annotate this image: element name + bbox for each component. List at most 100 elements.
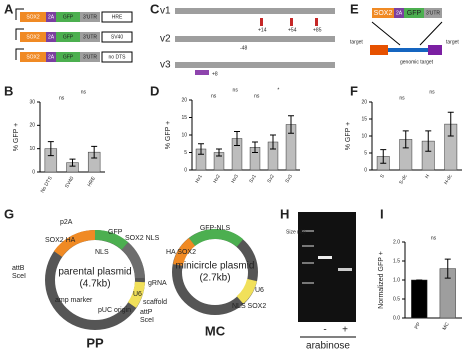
y-tick-label: 0.5 (393, 296, 400, 302)
part-label: GFP (63, 54, 74, 60)
plasmid-size: (4.7kb) (79, 279, 110, 290)
segment (236, 278, 257, 304)
variant: v3 (160, 60, 171, 71)
panel-label: A (4, 1, 14, 16)
significance: ns (429, 89, 435, 95)
significance: ns (233, 87, 239, 93)
y-axis-label: % GFP + (165, 121, 172, 149)
variant: v2 (160, 34, 171, 45)
y-tick-label: 2.0 (393, 239, 400, 245)
part-label: SOX2 NLS (125, 235, 160, 242)
part-label: p2A (60, 219, 73, 226)
panel-h: Size (kb) - + arabinose (286, 212, 356, 352)
y-axis-label: % GFP + (13, 123, 20, 151)
x-tick-label: Sv2 (266, 173, 276, 184)
element (101, 51, 133, 63)
element-label: HRE (112, 14, 123, 20)
gel-band (338, 268, 352, 271)
x-tick-label: Sv3 (284, 173, 294, 184)
part (80, 12, 100, 22)
element (101, 11, 133, 23)
ladder-band (302, 245, 314, 247)
y-tick-label: 20 (29, 123, 35, 129)
part-label: GFP-NLS (200, 225, 231, 232)
y-tick-label: 1.0 (393, 277, 400, 283)
part-label: SOX2 (374, 10, 393, 17)
part-label: attB (12, 265, 25, 272)
part (56, 32, 80, 42)
panel-label: B (4, 83, 13, 98)
x-tick-label: No DTS (40, 175, 54, 194)
error-bar (447, 111, 454, 137)
x-tick-label: HRE (87, 175, 98, 188)
part-label: U6 (133, 291, 142, 298)
x-tick-label: S (379, 173, 386, 179)
mark-label: +14 (258, 27, 267, 33)
marker (315, 18, 318, 26)
significance: * (277, 87, 279, 93)
part (56, 12, 80, 22)
error-bar (234, 131, 240, 146)
significance: ns (81, 89, 87, 95)
panel-label: I (380, 206, 384, 221)
segment (173, 238, 196, 267)
x-tick-label: Sv1 (248, 173, 258, 184)
significance: ns (254, 93, 260, 99)
target-label: target (446, 39, 459, 45)
x-tick-label: PP (414, 321, 423, 330)
y-tick-label: 20 (181, 97, 187, 103)
y-axis-label: % GFP + (345, 122, 352, 150)
x-tick-label: Hv3 (230, 173, 240, 184)
part-label: amp marker (55, 297, 93, 304)
part-label: SceI (12, 273, 26, 280)
target-label: target (350, 39, 363, 45)
x-tick-label: H (424, 173, 431, 179)
error-bar (47, 141, 54, 157)
ladder-band (302, 230, 314, 232)
part (394, 8, 404, 18)
target-box (370, 45, 388, 55)
significance: ns (59, 95, 65, 101)
panel-label: G (4, 206, 14, 221)
x-tick-label: SV40 (64, 175, 75, 189)
part (46, 52, 56, 62)
x-tick-label: S-dc (398, 173, 409, 185)
part-label: SceI (140, 317, 154, 324)
y-tick-label: 10 (181, 132, 187, 138)
plasmid-size: (2.7kb) (199, 273, 230, 284)
part (80, 32, 100, 42)
bar (411, 279, 428, 319)
part-label: SOX2 (26, 14, 40, 20)
segment (127, 281, 145, 308)
element-label: no DTS (109, 54, 127, 60)
part (46, 32, 56, 42)
track (175, 62, 335, 68)
part-label: NLS SOX2 (232, 303, 266, 310)
variant: v1 (160, 6, 171, 17)
y-tick-label: 0 (184, 167, 187, 173)
part-label: attP (140, 309, 153, 316)
part-label: HA SOX2 (166, 249, 196, 256)
ladder-band (302, 262, 314, 264)
mark-label: -48 (240, 45, 247, 51)
part-label: U6 (255, 287, 264, 294)
y-tick-label: 5 (184, 150, 187, 156)
segment (53, 229, 96, 258)
panel-g: p2A GFP SOX2 HA NLS SOX2 NLS U6 gRNA sca… (12, 219, 266, 351)
panel-e: SOX2 2A GFP 3'UTR target genomic target … (350, 8, 459, 65)
panel-label: E (350, 1, 359, 16)
promoter-arrow (15, 8, 24, 20)
part-label: GFP (407, 10, 422, 17)
marker (195, 70, 209, 75)
part-label: GFP (108, 229, 123, 236)
promoter-arrow (15, 48, 24, 60)
part (20, 32, 46, 42)
part (372, 8, 394, 18)
y-tick-label: 1.5 (393, 258, 400, 264)
y-tick-label: 10 (361, 133, 367, 139)
plasmid-short: MC (205, 323, 226, 338)
part-label: 2A (48, 14, 55, 20)
x-tick-label: Hv2 (212, 173, 222, 184)
part-label: 3'UTR (83, 54, 97, 60)
x-tick-label: Hv1 (194, 173, 204, 184)
